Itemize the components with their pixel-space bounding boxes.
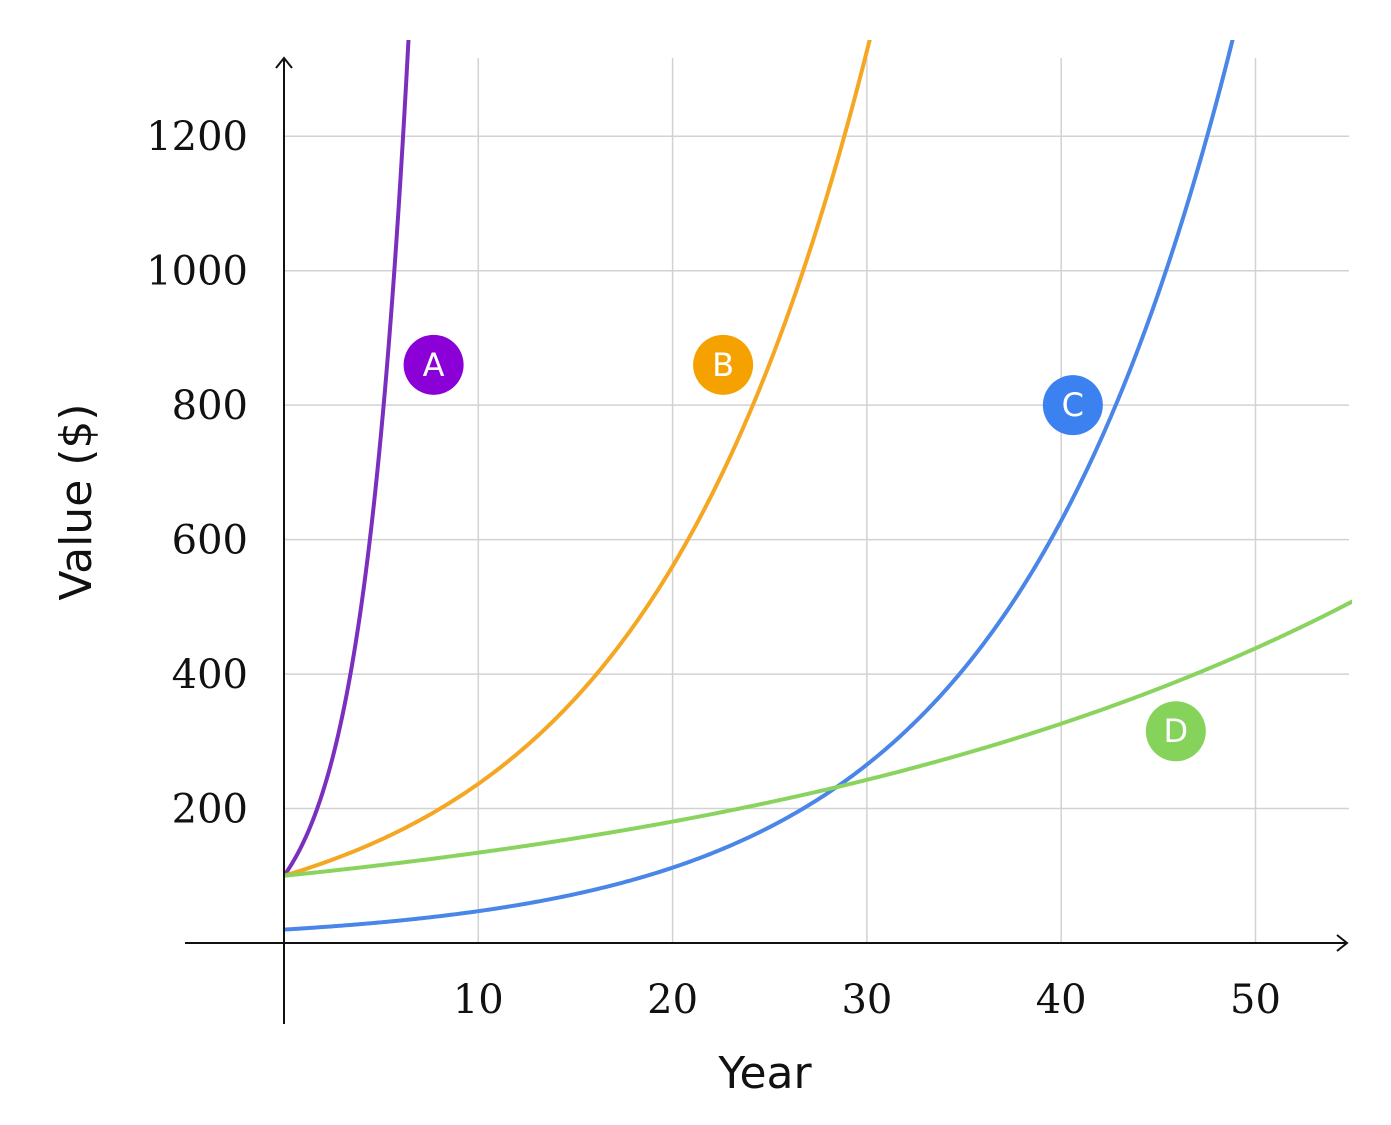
series-labels: A B C D [403, 334, 1206, 762]
series-lines [284, 40, 1352, 932]
series-label-text: D [1164, 712, 1189, 750]
series-label-A: A [403, 334, 464, 395]
y-axis-arrow [275, 56, 293, 69]
series-label-text: A [423, 346, 445, 384]
y-tick-label: 1000 [146, 249, 248, 295]
series-label-badge [1145, 701, 1206, 762]
y-axis-title: Value ($) [51, 403, 102, 600]
series-line-B [284, 40, 872, 878]
series-label-badge [403, 334, 464, 395]
x-tick-label: 50 [1230, 977, 1281, 1023]
series-line-D [284, 599, 1352, 878]
y-tick-label: 600 [172, 518, 248, 564]
x-tick-label: 20 [647, 977, 698, 1023]
series-line-A [284, 40, 411, 877]
y-tick-label: 1200 [146, 114, 248, 160]
x-axis-arrow [1336, 934, 1349, 952]
series-label-text: B [712, 346, 734, 384]
axes [185, 56, 1349, 1024]
series-label-text: C [1062, 386, 1084, 424]
series-label-badge [693, 334, 754, 395]
x-axis-title: Year [717, 1048, 812, 1099]
series-label-D: D [1145, 701, 1206, 762]
series-label-B: B [693, 334, 754, 395]
y-tick-label: 400 [172, 652, 248, 698]
y-tick-label: 800 [172, 383, 248, 429]
tick-labels: 10 20 30 40 50 200 400 600 800 1000 1200 [146, 114, 1281, 1023]
y-tick-label: 200 [172, 787, 248, 833]
series-label-badge [1042, 375, 1103, 436]
x-tick-label: 10 [453, 977, 504, 1023]
series-line-C [284, 40, 1235, 932]
series-label-C: C [1042, 375, 1103, 436]
grid [284, 58, 1349, 943]
x-tick-label: 40 [1036, 977, 1087, 1023]
x-tick-label: 30 [841, 977, 892, 1023]
